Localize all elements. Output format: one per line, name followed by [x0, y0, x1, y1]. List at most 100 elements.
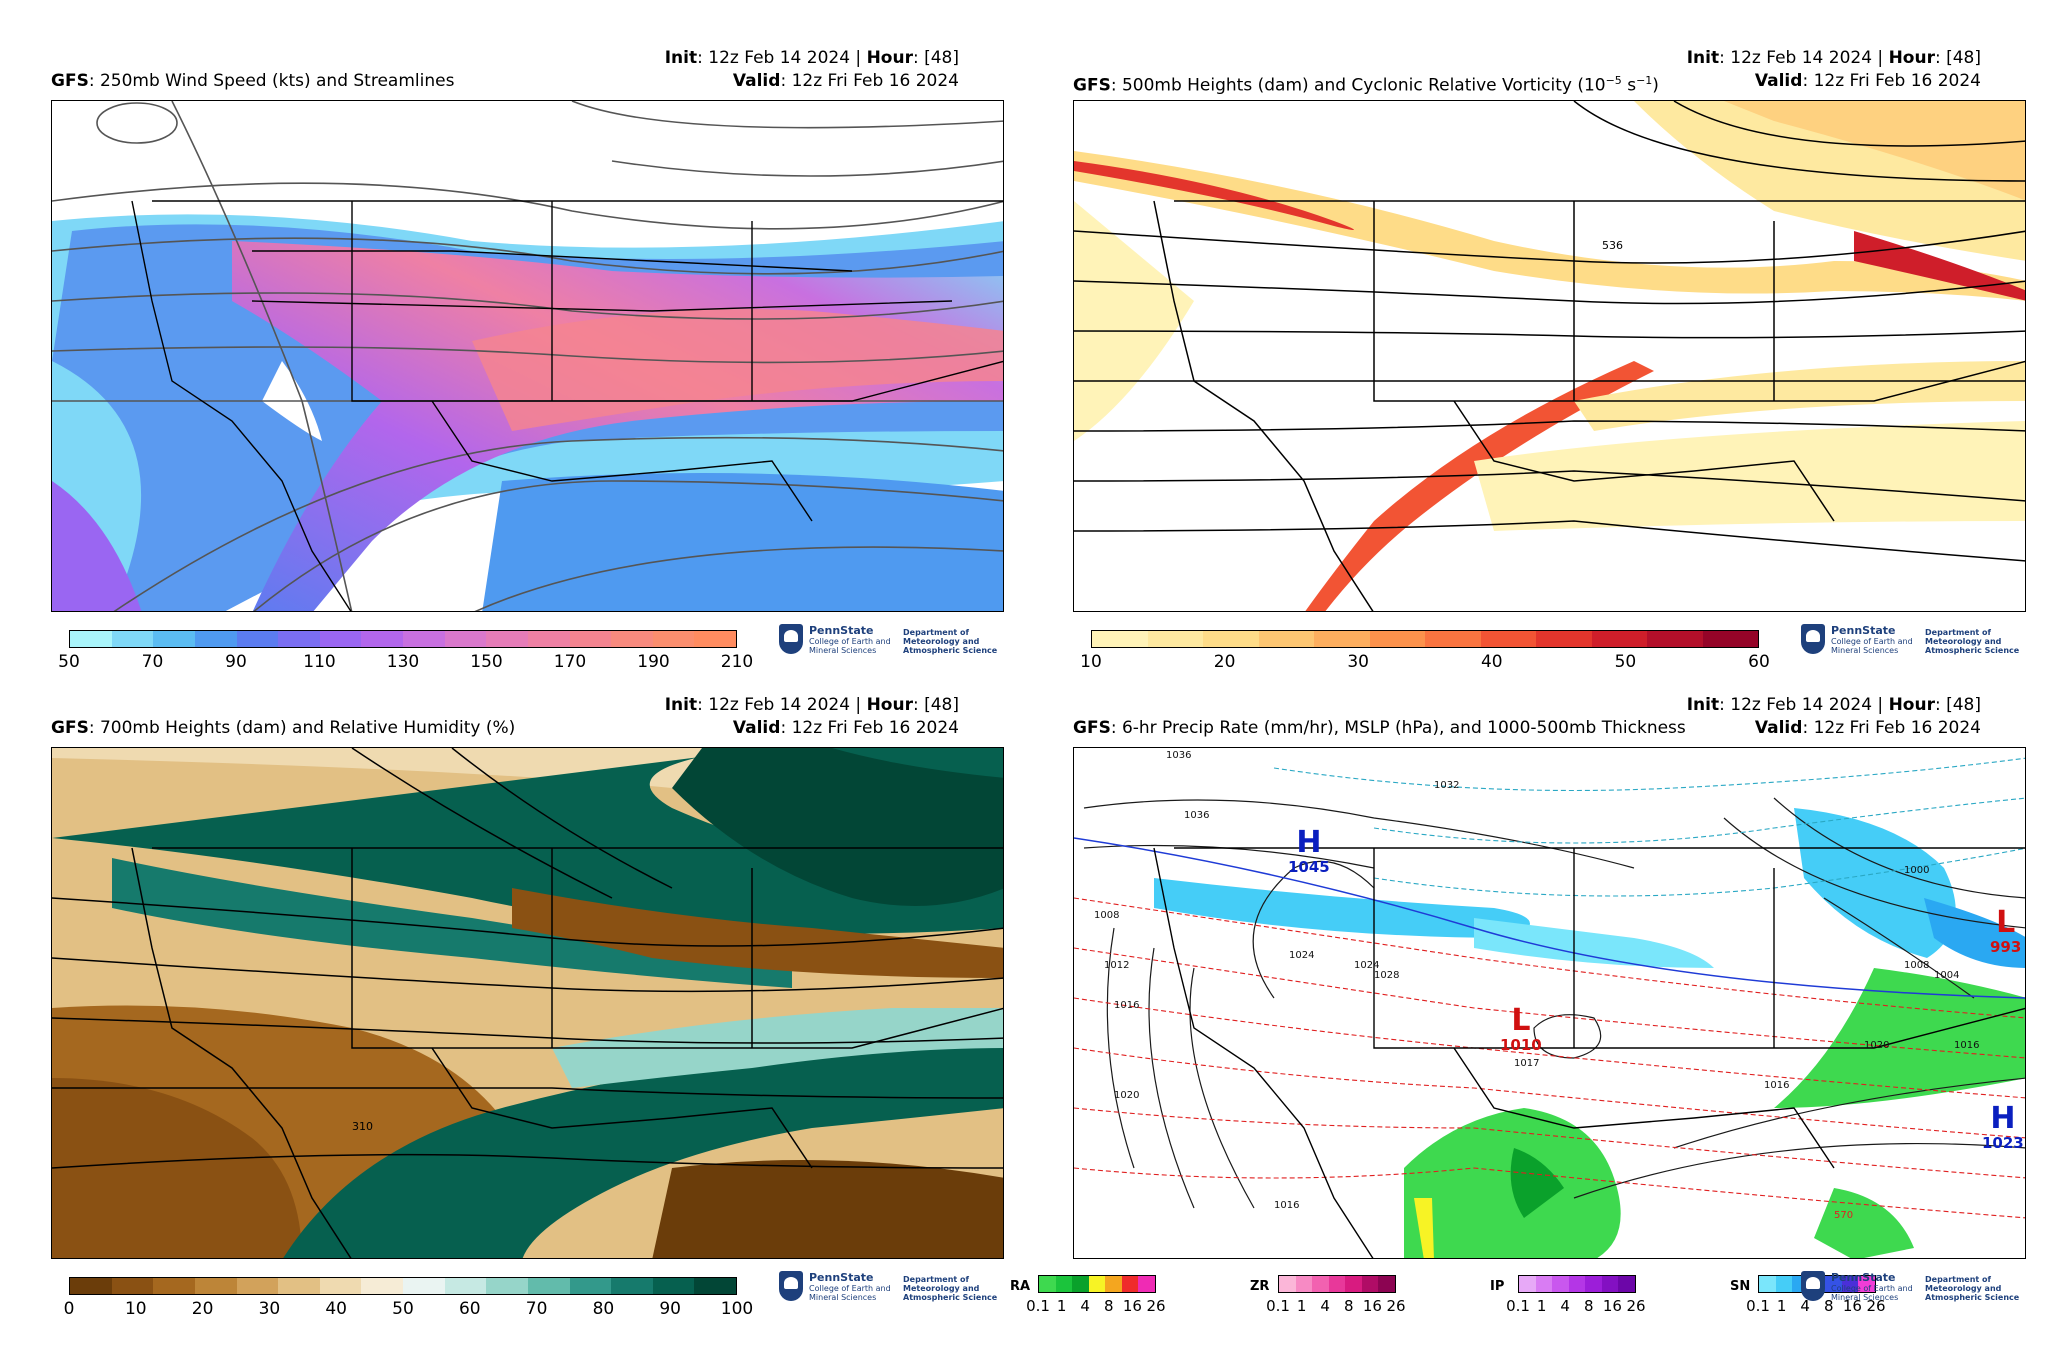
precip-tick: 16	[1362, 1297, 1382, 1315]
precip-swatch	[1121, 1276, 1139, 1292]
high-pressure-center-1: H 1045	[1288, 825, 1330, 877]
precip-swatch	[1552, 1276, 1569, 1292]
panel-title: GFS: 500mb Heights (dam) and Cyclonic Re…	[1073, 74, 1659, 96]
colorbar-tick: 0	[63, 1299, 75, 1319]
logo-college: College of Earth and Mineral Sciences	[809, 637, 891, 655]
isobar-label: 1012	[1104, 960, 1129, 971]
precip-swatch	[1841, 1276, 1859, 1292]
colorbar-swatch	[1425, 631, 1481, 647]
colorbar-tick: 130	[386, 652, 420, 672]
colorbar-swatch	[278, 1278, 320, 1294]
colorbar-tick: 80	[592, 1299, 615, 1319]
precip-swatch	[1858, 1276, 1876, 1292]
colorbar-swatch	[153, 631, 195, 647]
precip-tick: 1	[1536, 1297, 1547, 1315]
colorbar-swatch	[569, 631, 612, 647]
colorbar-tick: 110	[303, 652, 336, 672]
colorbar-swatch	[1536, 631, 1592, 647]
isobar-label: 1024	[1354, 960, 1379, 971]
logo-name: PennState	[809, 624, 874, 637]
precip-legend-bar	[1518, 1275, 1636, 1293]
colorbar-tick: 40	[325, 1299, 348, 1319]
precip-swatch	[1295, 1276, 1313, 1292]
colorbar-swatch	[486, 631, 528, 647]
panel-title: GFS: 6-hr Precip Rate (mm/hr), MSLP (hPa…	[1073, 718, 1686, 738]
logo-name: PennState	[1831, 624, 1896, 637]
precip-swatch	[1361, 1276, 1379, 1292]
logo-dept: Department of Meteorology and Atmospheri…	[1925, 1275, 2020, 1302]
colorbar-tick: 10	[124, 1299, 147, 1319]
low-pressure-center-1: L 1010	[1500, 1003, 1542, 1055]
colorbar-tick: 90	[225, 652, 247, 672]
init-line: Init: 12z Feb 14 2024 | Hour: [48]	[1686, 695, 1981, 715]
precip-tick: 16	[1602, 1297, 1622, 1315]
precip-swatch	[1601, 1276, 1619, 1292]
precip-tick: 26	[1386, 1297, 1406, 1315]
logo-college: College of Earth and Mineral Sciences	[1831, 1284, 1913, 1302]
precip-swatch	[1345, 1276, 1362, 1292]
isobar-label: 1020	[1114, 1090, 1139, 1101]
colorbar-tick: 210	[720, 652, 754, 672]
precip-tick: 16	[1122, 1297, 1142, 1315]
colorbar-tick: 100	[720, 1299, 754, 1319]
colorbar-tick: 70	[525, 1299, 548, 1319]
colorbar-swatch	[652, 1278, 695, 1294]
colorbar-tick: 10	[1080, 652, 1102, 672]
pennstate-shield-icon	[1801, 624, 1825, 654]
panel-precip-mslp: Init: 12z Feb 14 2024 | Hour: [48] GFS: …	[1010, 647, 2026, 1315]
colorbar-swatch	[111, 1278, 154, 1294]
precip-swatch	[1088, 1276, 1106, 1292]
colorbar-swatch	[403, 631, 445, 647]
vorticity-map: 536	[1073, 100, 2026, 612]
colorbar-swatch	[319, 631, 362, 647]
valid-line: Valid: 12z Fri Feb 16 2024	[1754, 71, 1981, 91]
precip-legend-ip: IP 0.1 1 4 8 16 26	[1490, 1275, 1650, 1319]
colorbar-swatch	[527, 631, 570, 647]
precip-tick: 8	[1104, 1297, 1114, 1315]
colorbar-tick: 50	[392, 1299, 414, 1319]
colorbar-swatch	[486, 1278, 528, 1294]
precip-legend-label: RA	[1010, 1279, 1031, 1294]
isobar-label: 1000	[1904, 865, 1929, 876]
colorbar-swatch	[444, 631, 487, 647]
precip-tick: 0.1	[1506, 1297, 1530, 1315]
colorbar-swatch	[1203, 631, 1259, 647]
valid-line: Valid: 12z Fri Feb 16 2024	[1754, 718, 1981, 738]
isobar-label: 1008	[1094, 910, 1119, 921]
precip-tick: 8	[1824, 1297, 1834, 1315]
precip-tick: 0.1	[1026, 1297, 1050, 1315]
isobar-label: 1016	[1954, 1040, 1979, 1051]
precip-tick: 4	[1080, 1297, 1090, 1315]
precip-swatch	[1138, 1276, 1156, 1292]
colorbar-swatch	[444, 1278, 487, 1294]
isobar-label: 1016	[1114, 1000, 1139, 1011]
logo-dept: Department of Meteorology and Atmospheri…	[903, 1275, 998, 1302]
isobar-label: 1036	[1184, 810, 1209, 821]
precip-swatch	[1618, 1276, 1636, 1292]
wind-speed-map	[51, 100, 1004, 612]
precip-tick: 0.1	[1266, 1297, 1290, 1315]
colorbar-swatch	[153, 1278, 195, 1294]
precip-swatch	[1759, 1276, 1776, 1292]
colorbar-swatch	[1369, 631, 1425, 647]
precip-swatch	[1328, 1276, 1346, 1292]
logo-name: PennState	[1831, 1271, 1896, 1284]
colorbar-swatch	[652, 631, 695, 647]
isobar-label: 570	[1834, 1210, 1853, 1221]
precip-legend-label: IP	[1490, 1279, 1505, 1294]
precip-swatch	[1568, 1276, 1586, 1292]
rh-colorbar-ticks: 0 10 20 30 40 50 60 70 80 90 100	[64, 1297, 754, 1321]
pennstate-logo: PennState College of Earth and Mineral S…	[1801, 624, 2021, 660]
panel-title: GFS: 250mb Wind Speed (kts) and Streamli…	[51, 71, 455, 91]
isobar-label: 1036	[1166, 750, 1191, 761]
panel-700mb-rh: Init: 12z Feb 14 2024 | Hour: [48] GFS: …	[0, 647, 1004, 1319]
colorbar-tick: 30	[258, 1299, 281, 1319]
logo-dept: Department of Meteorology and Atmospheri…	[1925, 628, 2020, 655]
colorbar-swatch	[361, 631, 403, 647]
init-line: Init: 12z Feb 14 2024 | Hour: [48]	[1686, 48, 1981, 68]
colorbar-swatch	[1591, 631, 1647, 647]
pennstate-logo: PennState College of Earth and Mineral S…	[779, 624, 999, 660]
colorbar-tick: 40	[1480, 652, 1503, 672]
pennstate-shield-icon	[779, 624, 803, 654]
panel-title: GFS: 700mb Heights (dam) and Relative Hu…	[51, 718, 516, 738]
